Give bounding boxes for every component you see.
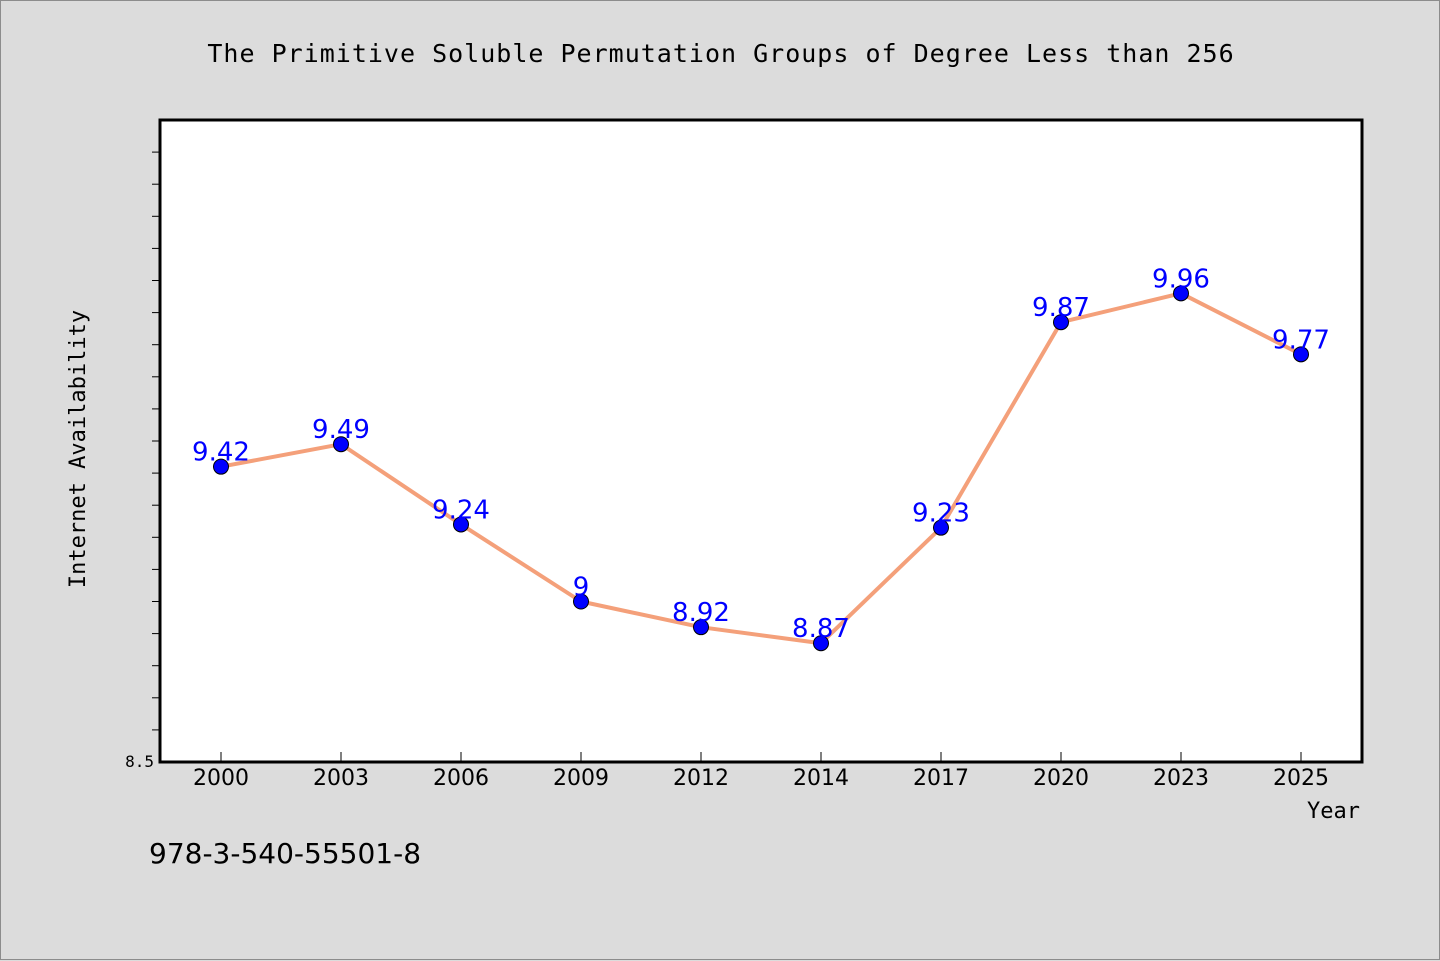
x-tick-label: 2006 (433, 766, 489, 791)
data-point (813, 635, 829, 652)
chart-title: The Primitive Soluble Permutation Groups… (207, 39, 1234, 68)
data-label: 8.92 (672, 598, 730, 628)
y-axis-title: Internet Availability (66, 310, 91, 588)
x-axis-title: Year (1307, 799, 1360, 824)
data-point (1293, 346, 1309, 363)
x-tick-label: 2023 (1153, 766, 1209, 791)
plot-area (158, 118, 1364, 764)
y-tick-label: 8.5 (125, 752, 154, 771)
data-point (1053, 314, 1069, 331)
x-tick-label: 2020 (1033, 766, 1089, 791)
data-point (333, 436, 349, 453)
data-label: 9.24 (432, 495, 490, 525)
x-tick-label: 2012 (673, 766, 729, 791)
data-point (933, 519, 949, 536)
data-label: 9.23 (912, 499, 970, 529)
data-point (453, 516, 469, 533)
x-tick-label: 2014 (793, 766, 849, 791)
footnote-isbn: 978-3-540-55501-8 (149, 837, 421, 870)
data-label: 9 (573, 573, 590, 603)
data-label: 9.49 (312, 415, 370, 445)
x-tick-label: 2003 (313, 766, 369, 791)
series-line (220, 291, 1302, 646)
data-label: 9.42 (192, 438, 250, 468)
data-label: 9.87 (1032, 293, 1090, 323)
x-tick-label: 2017 (913, 766, 969, 791)
data-label: 9.77 (1272, 325, 1330, 355)
data-point (573, 593, 589, 610)
x-tick-label: 2009 (553, 766, 609, 791)
data-label: 9.96 (1152, 264, 1210, 294)
data-point (213, 458, 229, 475)
data-point (1173, 285, 1189, 302)
series-layer: 9.42 9.49 9.24 9 8.92 8.87 9.23 9.87 9.96 9.77 (192, 264, 1330, 652)
data-label: 8.87 (792, 614, 850, 644)
x-tick-label: 2000 (193, 766, 249, 791)
y-axis-ticks: 8.5 (125, 151, 160, 771)
data-point (693, 619, 709, 636)
x-tick-label: 2025 (1273, 766, 1329, 791)
x-axis-ticks: 2000 2003 2006 2009 2012 2014 2017 2020 2023 2025 (193, 752, 1329, 791)
